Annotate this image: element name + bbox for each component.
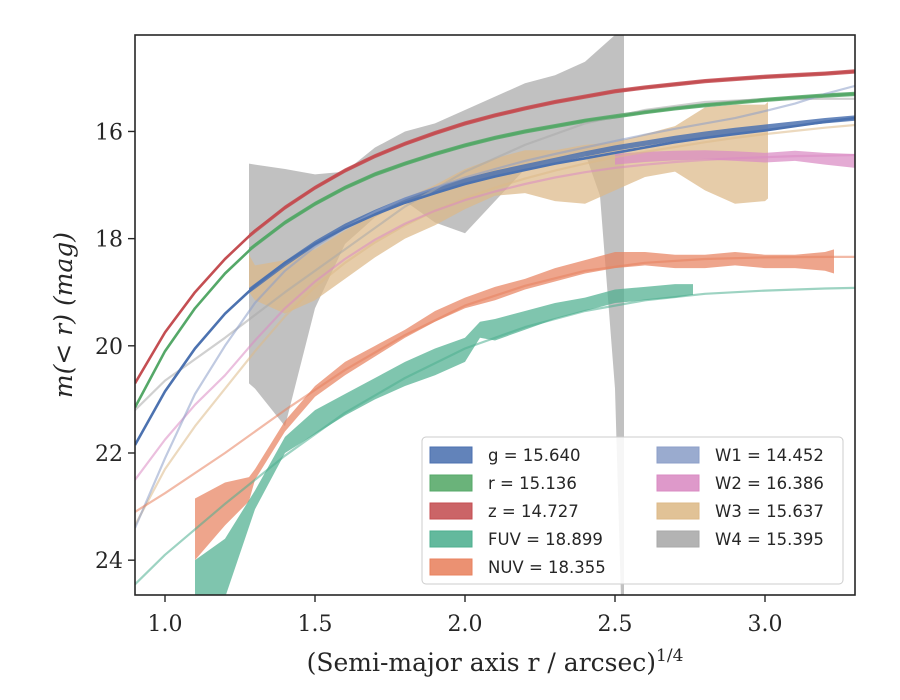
fit-line-nuv [135,255,855,513]
x-axis-label-superscript: 1/4 [656,646,683,666]
y-tick-label: 24 [95,549,123,574]
legend-swatch-z [429,502,473,520]
x-tick-label: 3.0 [748,612,783,637]
legend-label-g: g = 15.640 [488,446,581,465]
fit-line-z [135,70,855,384]
legend-label-w4: W4 = 15.395 [715,530,824,549]
legend-label-w2: W2 = 16.386 [715,474,824,493]
fit-line-g [135,116,855,446]
x-axis-ticks: 1.0 1.5 2.0 2.5 3.0 [148,595,783,637]
legend-swatch-r [429,474,473,492]
y-axis-label: m(< r) (mag) [49,232,78,398]
legend-swatch-fuv [429,530,473,548]
legend-label-nuv: NUV = 18.355 [488,558,606,577]
fit-line-w3 [135,123,855,526]
plot-frame [134,34,856,596]
y-tick-label: 16 [95,120,123,145]
legend-frame [421,436,844,585]
x-tick-label: 2.0 [448,612,483,637]
fit-line-w2 [135,153,855,481]
y-tick-label: 18 [95,228,123,253]
x-axis-label: (Semi-major axis r / arcsec)1/4 [307,646,684,677]
fit-line-r [135,92,855,409]
legend-swatch-w1 [656,446,700,464]
legend-swatch-w4 [656,530,700,548]
legend-label-z: z = 14.727 [488,502,579,521]
legend-label-w3: W3 = 15.637 [715,502,824,521]
legend-swatch-w3 [656,502,700,520]
y-tick-label: 22 [95,442,123,467]
legend-label-r: r = 15.136 [488,474,577,493]
fit-line-w1 [135,84,855,529]
legend: g = 15.640 r = 15.136 z = 14.727 FUV = 18.8… [421,436,844,585]
y-tick-label: 20 [95,335,123,360]
legend-swatch-nuv [429,558,473,576]
legend-swatch-g [429,446,473,464]
legend-label-fuv: FUV = 18.899 [488,530,603,549]
band-w4 [249,35,624,595]
y-axis-ticks: 16 18 20 22 24 [95,120,135,574]
x-tick-label: 1.5 [298,612,333,637]
model-fit-curves [135,70,855,586]
x-tick-label: 2.5 [598,612,633,637]
legend-swatch-w2 [656,474,700,492]
legend-label-w1: W1 = 14.452 [715,446,824,465]
fit-line-fuv [135,286,855,586]
x-tick-label: 1.0 [148,612,183,637]
band-fuv [195,284,693,595]
